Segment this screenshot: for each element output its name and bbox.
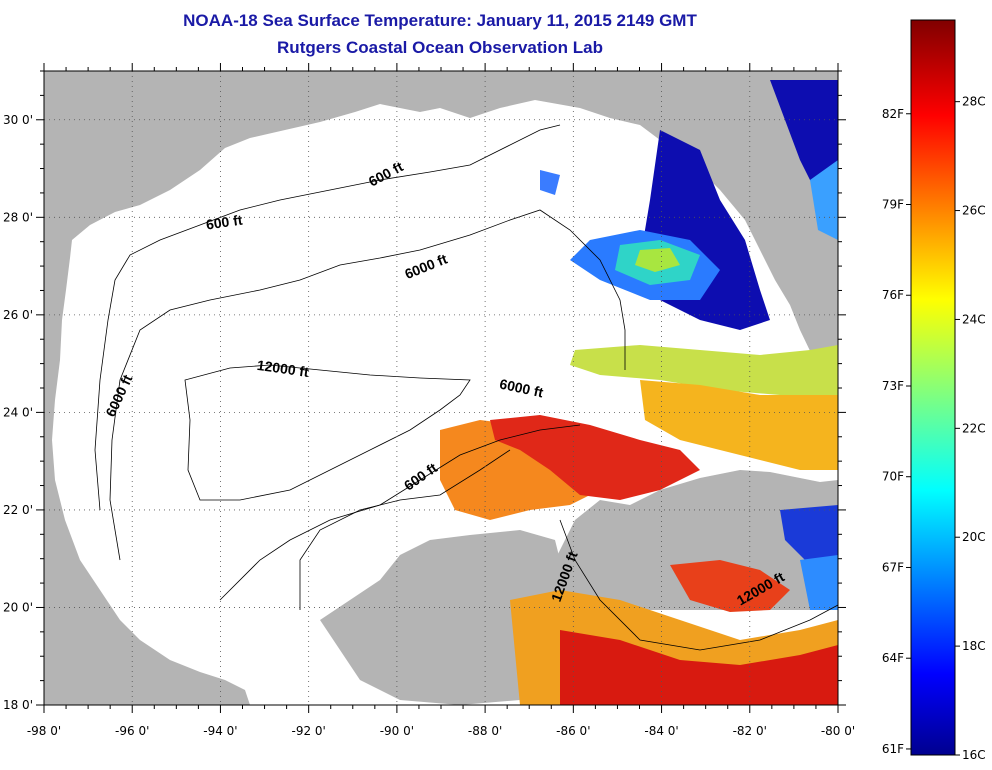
colorbar-celsius-labels: 28C 26C 24C 22C 20C 18C 16C bbox=[955, 95, 986, 762]
sst-patch-small-blue bbox=[540, 170, 560, 195]
contour-12000ft-caribbean bbox=[559, 519, 838, 651]
y-tick-label: 28 0' bbox=[3, 210, 33, 224]
contour-12000ft bbox=[184, 364, 471, 501]
x-tick-label: -98 0' bbox=[27, 724, 61, 738]
colorbar-label-celsius: 16C bbox=[962, 748, 986, 762]
y-tick-label: 18 0' bbox=[3, 698, 33, 712]
colorbar-gradient bbox=[910, 19, 956, 756]
colorbar-label-fahrenheit: 67F bbox=[882, 560, 904, 574]
colorbar-label-celsius: 24C bbox=[962, 312, 986, 326]
colorbar-label-fahrenheit: 73F bbox=[882, 379, 904, 393]
sst-patch-windward-blue bbox=[780, 505, 838, 560]
colorbar-label-celsius: 22C bbox=[962, 421, 986, 435]
sst-patch-yellow-band bbox=[570, 345, 838, 400]
contour-6000ft-north bbox=[109, 209, 626, 561]
colorbar-label-celsius: 18C bbox=[962, 639, 986, 653]
x-tick-label: -90 0' bbox=[380, 724, 414, 738]
x-tick-label: -86 0' bbox=[556, 724, 590, 738]
yucatan-peninsula bbox=[320, 530, 560, 705]
bathymetry-contours bbox=[94, 124, 838, 651]
contour-600ft-north bbox=[94, 124, 561, 511]
map-subtitle: Rutgers Coastal Ocean Observation Lab bbox=[277, 38, 603, 57]
cuba-island bbox=[600, 475, 838, 536]
sst-patch-caribbean-red bbox=[560, 630, 838, 705]
y-tick-label: 30 0' bbox=[3, 113, 33, 127]
colorbar-label-celsius: 28C bbox=[962, 95, 986, 109]
y-tick-label: 26 0' bbox=[3, 308, 33, 322]
x-tick-label: -84 0' bbox=[644, 724, 678, 738]
x-tick-label: -82 0' bbox=[733, 724, 767, 738]
colorbar-label-fahrenheit: 64F bbox=[882, 651, 904, 665]
colorbar-label-fahrenheit: 82F bbox=[882, 107, 904, 121]
x-tick-label: -92 0' bbox=[291, 724, 325, 738]
y-tick-label: 20 0' bbox=[3, 600, 33, 614]
colorbar-label-fahrenheit: 70F bbox=[882, 470, 904, 484]
contour-label: 12000 ft bbox=[256, 357, 310, 380]
y-axis: 18 0' 20 0' 22 0' 24 0' 26 0' 28 0' 30 0' bbox=[3, 70, 846, 712]
y-tick-label: 24 0' bbox=[3, 405, 33, 419]
sst-data bbox=[440, 80, 838, 705]
sst-patch-cayman-red bbox=[670, 560, 790, 612]
map-panel: 600 ft 600 ft 6000 ft 6000 ft 12000 ft 6… bbox=[44, 71, 838, 705]
colorbar-fahrenheit-labels: 82F 79F 76F 73F 70F 67F 64F 61F bbox=[882, 107, 911, 756]
x-tick-label: -94 0' bbox=[203, 724, 237, 738]
contour-600ft-south bbox=[299, 449, 511, 610]
sst-patch-red-loop bbox=[490, 415, 700, 500]
contour-label: 600 ft bbox=[205, 212, 244, 233]
sst-patch-atlantic-blue bbox=[810, 160, 838, 240]
lat-lon-grid bbox=[44, 71, 838, 705]
x-tick-label: -80 0' bbox=[821, 724, 855, 738]
sst-patch-atlantic-cool bbox=[770, 80, 838, 200]
colorbar-label-celsius: 26C bbox=[962, 204, 986, 218]
colorbar: 28C 26C 24C 22C 20C 18C 16C 82F 79F 76F 73F 70F 67F… bbox=[882, 19, 986, 762]
x-axis: -98 0' -96 0' -94 0' -92 0' -90 0' -88 0' -86 … bbox=[27, 63, 855, 738]
contour-6000ft-south bbox=[219, 424, 581, 601]
colorbar-label-celsius: 20C bbox=[962, 530, 986, 544]
x-tick-label: -88 0' bbox=[468, 724, 502, 738]
y-tick-label: 22 0' bbox=[3, 503, 33, 517]
colorbar-label-fahrenheit: 76F bbox=[882, 288, 904, 302]
sst-patch-green bbox=[635, 248, 680, 272]
map-title: NOAA-18 Sea Surface Temperature: January… bbox=[183, 11, 697, 30]
sst-patch-orange-keys bbox=[640, 380, 838, 470]
colorbar-label-fahrenheit: 61F bbox=[882, 742, 904, 756]
x-tick-label: -96 0' bbox=[115, 724, 149, 738]
colorbar-label-fahrenheit: 79F bbox=[882, 198, 904, 212]
sst-patch-blue-southeast bbox=[800, 555, 838, 610]
